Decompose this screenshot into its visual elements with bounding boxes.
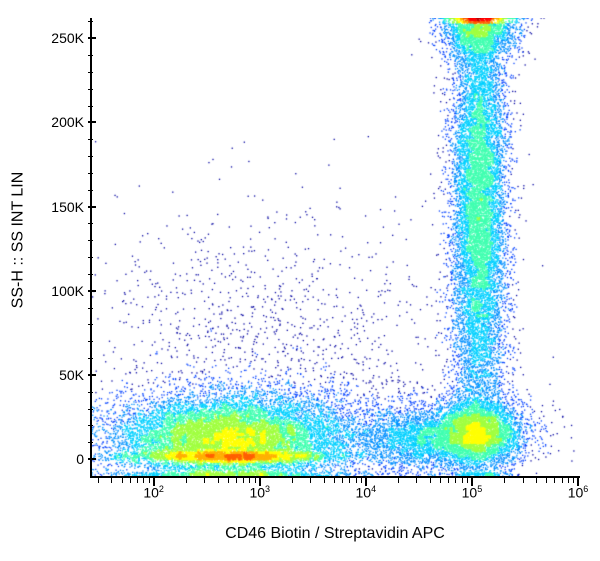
y-axis-label: SS-H :: SS INT LIN: [8, 0, 28, 480]
flow-cytometry-plot: SS-H :: SS INT LIN CD46 Biotin / Strepta…: [0, 0, 600, 561]
y-axis-label-text: SS-H :: SS INT LIN: [9, 172, 27, 309]
plot-area: [90, 18, 580, 478]
scatter-canvas: [92, 18, 580, 476]
x-axis-label: CD46 Biotin / Streptavidin APC: [90, 525, 580, 543]
